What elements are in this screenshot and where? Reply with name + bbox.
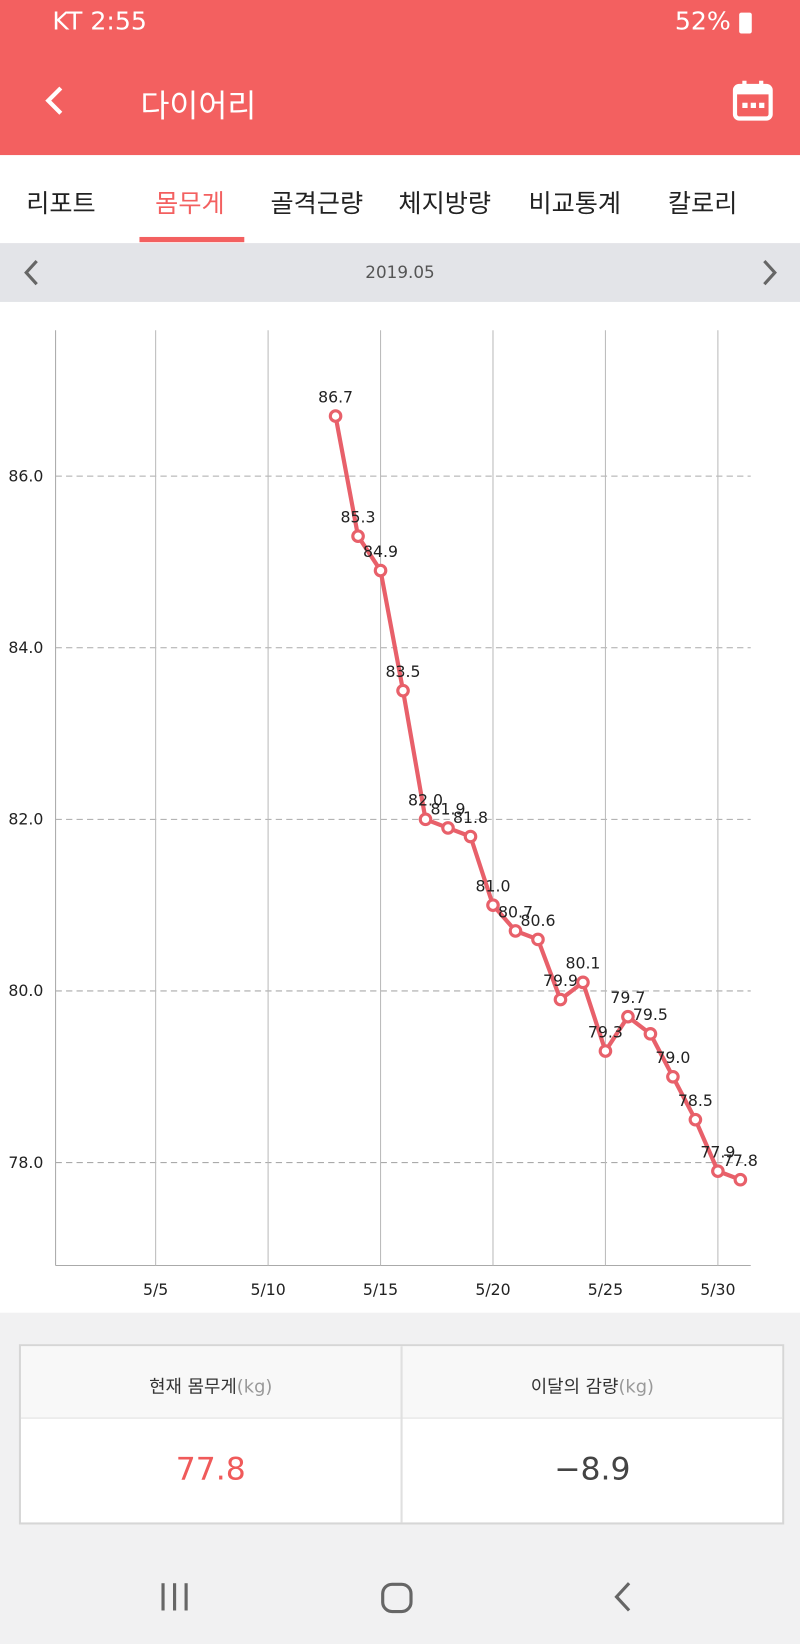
value-label: 84.9 [363, 542, 398, 561]
divider [400, 1346, 403, 1523]
y-tick-label: 78.0 [8, 1153, 43, 1172]
x-tick-label: 5/5 [143, 1280, 168, 1299]
value-label: 78.5 [678, 1091, 713, 1110]
x-tick-label: 5/15 [363, 1280, 398, 1299]
tab[interactable]: 비교통계 [528, 188, 622, 219]
data-point [418, 812, 433, 827]
tab[interactable]: 골격근량 [270, 188, 364, 219]
x-tick-label: 5/25 [588, 1280, 623, 1299]
y-tick-label: 84.0 [8, 638, 43, 657]
period-bar: 2019.05 [0, 243, 800, 302]
tab-bar: 리포트 몸무게 골격근량 체지방량 비교통계 칼로리 [0, 155, 800, 245]
header-cell: 이달의 감량(kg) [403, 1371, 783, 1398]
value-label: 79.9 [543, 971, 578, 990]
period-label: 2019.05 [365, 262, 435, 283]
data-point [486, 898, 500, 912]
data-point [598, 1044, 613, 1058]
data-point [463, 829, 478, 844]
tab[interactable]: 칼로리 [667, 188, 738, 219]
value-label: 80.1 [565, 954, 600, 973]
value-label: 81.9 [431, 799, 466, 818]
back[interactable] [608, 1581, 639, 1615]
y-tick-label: 86.0 [8, 466, 43, 485]
header-unit: (kg) [236, 1376, 273, 1398]
data-point [576, 975, 590, 990]
value-label: 79.0 [655, 1048, 690, 1067]
header-cell: 현재 몸무게(kg) [21, 1371, 401, 1398]
header-label: 이달의 감량 [530, 1376, 619, 1398]
summary-table: 현재 몸무게(kg) 이달의 감량(kg) 77.8 −8.9 [18, 1344, 785, 1525]
monthly-loss: −8.9 [554, 1451, 631, 1488]
data-point [666, 1069, 680, 1084]
data-point [688, 1112, 703, 1127]
tab-active[interactable]: 몸무게 [155, 188, 225, 219]
data-point [351, 529, 365, 544]
value-label: 79.5 [633, 1005, 668, 1024]
value-label: 82.0 [408, 791, 443, 810]
current-weight: 77.8 [175, 1451, 246, 1488]
data-point [328, 409, 343, 423]
nav-bar [0, 1551, 800, 1644]
data-point [508, 924, 523, 938]
value-label: 81.8 [453, 808, 488, 827]
data-point [531, 932, 545, 947]
data-point [373, 563, 388, 578]
data-point [733, 1172, 748, 1187]
prev-month[interactable] [19, 258, 44, 287]
value-label: 80.7 [498, 902, 533, 921]
app-bar: KT 2:55 52% 다이어리 [0, 0, 800, 156]
home[interactable] [380, 1581, 416, 1615]
value-label: 77.9 [700, 1143, 735, 1162]
page-title: 다이어리 [140, 88, 257, 125]
value-label: 79.7 [610, 988, 645, 1007]
y-tick-label: 80.0 [8, 981, 43, 1000]
x-tick-label: 5/20 [475, 1280, 510, 1299]
chart-area: 78.0 80.0 82.0 84.0 86.0 5/5 5/10 5/15 5/20 5/25 5… [0, 301, 800, 1313]
value-label: 79.3 [588, 1022, 623, 1041]
value-label: 81.0 [475, 877, 510, 896]
back-button[interactable] [38, 82, 72, 120]
status-left: KT 2:55 [52, 6, 147, 36]
tab[interactable]: 체지방량 [398, 188, 492, 219]
header-label: 현재 몸무게 [149, 1376, 237, 1398]
value-label: 86.7 [318, 387, 353, 406]
y-tick-label: 82.0 [8, 810, 43, 829]
data-point [711, 1164, 725, 1178]
value-label: 85.3 [341, 508, 376, 527]
data-point [396, 683, 410, 698]
x-tick-label: 5/10 [250, 1280, 285, 1299]
data-point [643, 1027, 658, 1041]
data-point [553, 992, 568, 1007]
chart: 78.0 80.0 82.0 84.0 86.0 5/5 5/10 5/15 5/20 5/25 5… [8, 330, 758, 1299]
data-point [441, 821, 455, 835]
calendar-button[interactable] [732, 80, 774, 122]
next-month[interactable] [757, 258, 782, 287]
value-label: 77.8 [723, 1151, 758, 1170]
tab[interactable]: 리포트 [26, 188, 96, 219]
value-label: 80.6 [520, 911, 555, 930]
recent-apps[interactable] [157, 1581, 193, 1615]
x-tick-label: 5/30 [700, 1280, 735, 1299]
header-unit: (kg) [618, 1376, 654, 1398]
battery-icon [739, 12, 752, 34]
tab-indicator [139, 236, 245, 243]
value-label: 83.5 [386, 662, 421, 681]
data-point [621, 1009, 635, 1024]
battery-text: 52% [674, 6, 731, 36]
